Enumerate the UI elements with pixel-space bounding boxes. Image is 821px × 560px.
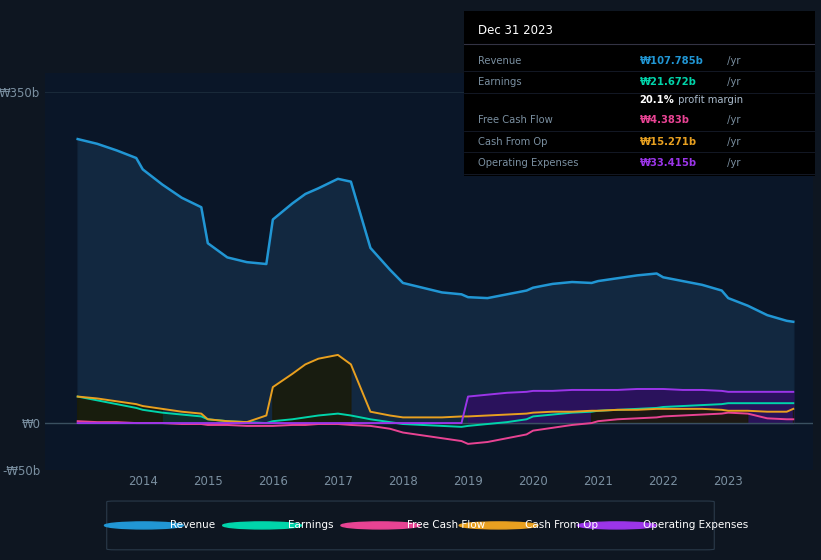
Circle shape: [104, 522, 183, 529]
Text: profit margin: profit margin: [675, 95, 743, 105]
Text: ₩107.785b: ₩107.785b: [640, 56, 704, 66]
Circle shape: [222, 522, 301, 529]
Text: /yr: /yr: [724, 158, 741, 168]
Text: Free Cash Flow: Free Cash Flow: [406, 520, 484, 530]
Text: /yr: /yr: [724, 77, 741, 87]
Text: Cash From Op: Cash From Op: [525, 520, 598, 530]
Text: /yr: /yr: [724, 56, 741, 66]
Text: ₩33.415b: ₩33.415b: [640, 158, 697, 168]
Text: /yr: /yr: [724, 137, 741, 147]
Text: Dec 31 2023: Dec 31 2023: [478, 25, 553, 38]
Text: /yr: /yr: [724, 115, 741, 125]
Text: Free Cash Flow: Free Cash Flow: [478, 115, 553, 125]
Text: ₩15.271b: ₩15.271b: [640, 137, 697, 147]
Text: Earnings: Earnings: [478, 77, 521, 87]
Text: Operating Expenses: Operating Expenses: [478, 158, 579, 168]
Text: Earnings: Earnings: [288, 520, 334, 530]
Text: Operating Expenses: Operating Expenses: [643, 520, 748, 530]
Text: ₩21.672b: ₩21.672b: [640, 77, 696, 87]
Text: Revenue: Revenue: [170, 520, 215, 530]
Text: Revenue: Revenue: [478, 56, 521, 66]
FancyBboxPatch shape: [107, 501, 714, 550]
Circle shape: [341, 522, 420, 529]
Text: Cash From Op: Cash From Op: [478, 137, 548, 147]
Circle shape: [577, 522, 656, 529]
Text: ₩4.383b: ₩4.383b: [640, 115, 690, 125]
Circle shape: [459, 522, 538, 529]
Text: 20.1%: 20.1%: [640, 95, 674, 105]
